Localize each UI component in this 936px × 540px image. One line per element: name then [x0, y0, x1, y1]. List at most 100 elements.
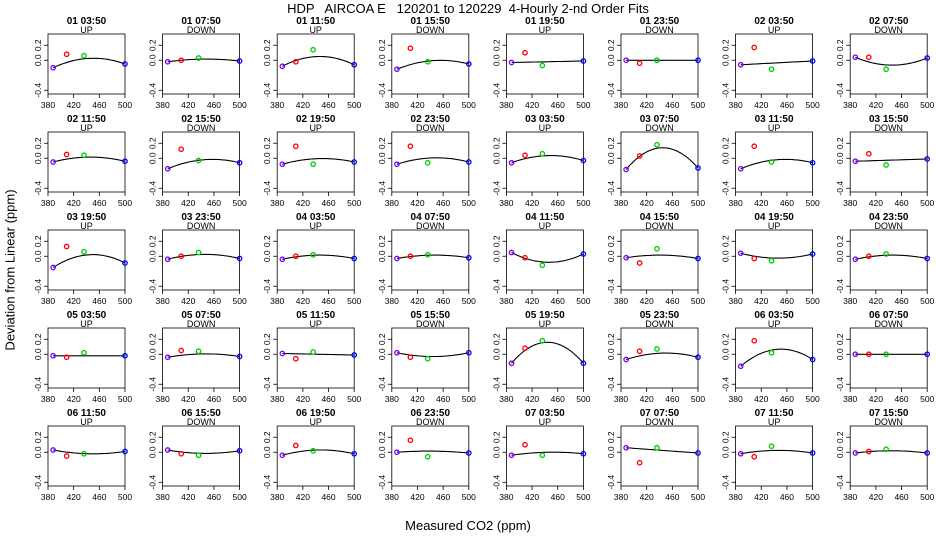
data-point	[654, 141, 660, 148]
y-tick-label: 0.0	[33, 348, 43, 360]
y-tick-label: 0.0	[262, 348, 272, 360]
panel-title: 06 03:50	[754, 310, 794, 321]
x-tick-label: 500	[462, 296, 476, 306]
x-tick-label: 420	[296, 296, 310, 306]
panel-title: 06 23:50	[411, 408, 451, 419]
data-point	[351, 61, 358, 68]
data-point	[351, 352, 358, 358]
x-tick-label: 420	[525, 394, 539, 404]
x-tick-label: 420	[67, 394, 81, 404]
fit-line	[167, 58, 240, 63]
data-point	[310, 251, 316, 258]
panel-title: 06 07:50	[869, 310, 909, 321]
x-tick-label: 380	[499, 296, 513, 306]
fit-line	[167, 253, 240, 260]
data-point	[623, 57, 629, 64]
x-tick-label: 460	[207, 198, 221, 208]
x-tick-label: 420	[410, 198, 424, 208]
panel-frame	[735, 229, 813, 291]
fit-line	[396, 254, 469, 260]
data-point	[195, 348, 202, 355]
y-tick-label: -0.4	[148, 83, 158, 98]
x-tick-label: 460	[436, 394, 450, 404]
data-point	[407, 354, 414, 361]
panel-frame	[391, 229, 470, 291]
y-tick-label: 0.2	[33, 431, 43, 443]
data-point	[852, 158, 859, 165]
panel-title: 04 03:50	[296, 212, 336, 223]
x-tick-label: 420	[525, 296, 539, 306]
data-point	[81, 349, 87, 356]
y-tick-label: -0.4	[721, 475, 731, 490]
data-point	[737, 450, 744, 457]
x-tick-label: 500	[691, 394, 705, 404]
x-tick-label: 380	[156, 296, 170, 306]
panel-direction: UP	[539, 123, 552, 133]
fit-line	[282, 352, 355, 356]
data-point	[407, 253, 414, 260]
panel-title: 02 03:50	[754, 16, 794, 27]
x-tick-label: 500	[118, 492, 132, 502]
y-tick-label: -0.4	[148, 377, 158, 392]
data-point	[279, 161, 286, 168]
data-point	[63, 51, 70, 58]
x-tick-label: 500	[233, 394, 247, 404]
y-tick-label: 0.2	[721, 431, 731, 443]
x-tick-label: 420	[640, 100, 654, 110]
y-tick-label: -0.4	[606, 377, 616, 392]
data-point	[164, 58, 171, 65]
x-tick-label: 460	[321, 198, 335, 208]
x-tick-label: 420	[296, 198, 310, 208]
panel-direction: DOWN	[645, 123, 674, 133]
data-point	[883, 66, 889, 73]
panel-frame	[505, 229, 584, 291]
x-tick-label: 500	[118, 296, 132, 306]
x-tick-label: 380	[614, 198, 628, 208]
data-point	[122, 352, 128, 359]
data-point	[865, 150, 872, 157]
x-tick-label: 460	[551, 198, 565, 208]
y-tick-label: 0.2	[835, 39, 845, 51]
data-point	[310, 161, 316, 168]
y-tick-label: 0.0	[721, 152, 731, 164]
data-point	[924, 55, 931, 61]
x-tick-label: 380	[729, 296, 743, 306]
data-point	[924, 156, 931, 162]
y-tick-label: 0.0	[148, 250, 158, 262]
y-tick-label: -0.4	[491, 83, 501, 98]
panel-title: 02 19:50	[296, 114, 336, 125]
x-tick-label: 500	[806, 296, 820, 306]
y-tick-label: -0.4	[721, 377, 731, 392]
data-point	[852, 54, 859, 61]
data-point	[122, 448, 128, 455]
x-tick-label: 380	[41, 100, 55, 110]
panel-direction: DOWN	[874, 417, 903, 427]
x-tick-label: 500	[691, 296, 705, 306]
y-tick-label: 0.0	[33, 446, 43, 458]
data-point	[751, 337, 758, 344]
y-tick-label: 0.2	[721, 235, 731, 247]
fit-line	[511, 451, 584, 456]
panel-title: 05 19:50	[525, 310, 565, 321]
x-tick-label: 460	[894, 296, 908, 306]
x-tick-label: 420	[181, 198, 195, 208]
x-tick-label: 460	[780, 492, 794, 502]
x-tick-label: 500	[462, 492, 476, 502]
x-tick-label: 380	[614, 100, 628, 110]
y-tick-label: 0.0	[721, 250, 731, 262]
fit-line	[740, 449, 813, 455]
y-tick-label: -0.4	[606, 279, 616, 294]
x-tick-label: 420	[67, 100, 81, 110]
x-tick-label: 460	[665, 492, 679, 502]
data-point	[737, 165, 744, 172]
data-point	[81, 248, 87, 255]
panel-frame	[735, 131, 813, 193]
x-tick-label: 500	[233, 296, 247, 306]
fit-line	[855, 158, 928, 162]
data-point	[63, 243, 70, 250]
